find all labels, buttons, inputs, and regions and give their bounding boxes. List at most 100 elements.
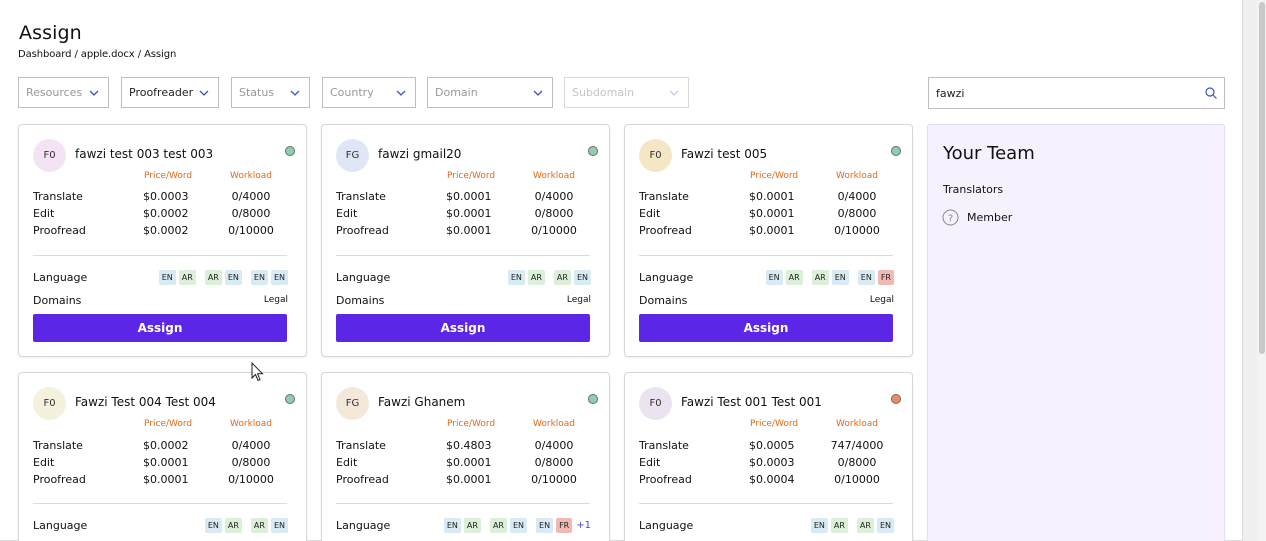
proofread-price: $0.0004 [749,473,795,486]
row-label-translate: Translate [639,439,689,452]
translate-price: $0.0005 [749,439,795,452]
edit-price: $0.0003 [749,456,795,469]
filter-label: Subdomain [572,86,635,99]
resource-name: Fawzi Ghanem [378,395,466,409]
row-label-translate: Translate [33,190,83,203]
breadcrumb-separator: / [71,49,81,60]
edit-price: $0.0001 [446,207,492,220]
language-pairs: EN AR AR EN [808,517,894,533]
language-label: Language [639,519,694,532]
avatar-initials: FG [345,398,360,409]
row-label-edit: Edit [639,207,661,220]
resources-filter[interactable]: Resources [18,77,109,108]
language-chip: EN [204,517,222,533]
assign-button[interactable]: Assign [33,314,287,342]
country-filter[interactable]: Country [322,77,416,108]
resource-name: Fawzi test 005 [681,147,768,161]
translate-price: $0.4803 [446,439,492,452]
divider [639,503,893,504]
translate-price: $0.0002 [143,439,189,452]
translate-price: $0.0001 [749,190,795,203]
edit-price: $0.0001 [446,456,492,469]
search-value: fawzi [936,86,965,100]
row-label-edit: Edit [33,207,55,220]
avatar: FG [336,139,369,172]
language-chip: AR [811,269,829,285]
workload-header: Workload [836,419,879,429]
language-chip: EN [509,517,528,533]
translate-price: $0.0001 [446,190,492,203]
proofread-workload: 0/10000 [834,473,880,486]
resource-name: fawzi gmail20 [378,147,462,161]
more-languages-link[interactable]: +1 [576,519,591,531]
language-pairs: EN AR AR EN EN FR [763,269,894,285]
edit-workload: 0/8000 [231,207,271,220]
proofread-workload: 0/10000 [531,224,577,237]
avatar-initials: F0 [649,150,662,161]
avatar-initials: F0 [43,150,56,161]
language-chip: EN [876,517,894,533]
mouse-cursor-icon [251,362,264,382]
breadcrumb-document[interactable]: apple.docx [80,49,135,60]
translate-workload: 747/4000 [830,439,884,452]
status-indicator [588,394,598,404]
row-label-proofread: Proofread [336,473,389,486]
search-input[interactable]: fawzi [928,77,1225,109]
page-title: Assign [19,22,82,44]
language-chip: EN [810,517,828,533]
resource-name: fawzi test 003 test 003 [75,147,214,161]
language-label: Language [639,271,694,284]
language-chip: EN [270,269,288,285]
chevron-down-icon [669,90,679,96]
team-member-item[interactable]: ? Member [942,209,1012,226]
divider [33,503,287,504]
language-pairs: EN AR AR EN EN EN [156,269,288,285]
row-label-proofread: Proofread [639,473,692,486]
domains-label: Domains [639,294,688,307]
proofread-workload: 0/10000 [834,224,880,237]
breadcrumb-dashboard[interactable]: Dashboard [18,49,72,60]
price-per-word-header: Price/Word [750,171,799,181]
edit-price: $0.0002 [143,207,189,220]
language-chip: EN [857,269,875,285]
team-section-translators: Translators [943,183,1004,196]
language-chip: AR [489,517,507,533]
language-chip: EN [765,269,783,285]
avatar-initials: F0 [43,398,56,409]
resource-name: Fawzi Test 004 Test 004 [75,395,216,409]
search-icon[interactable] [1204,86,1218,100]
filter-label: Resources [26,86,83,99]
scrollbar-thumb[interactable] [1259,2,1265,354]
translate-workload: 0/4000 [231,439,271,452]
row-label-translate: Translate [639,190,689,203]
language-chip: AR [204,269,222,285]
language-chip: AR [785,269,803,285]
assign-button[interactable]: Assign [336,314,590,342]
domain-value: Legal [869,295,894,305]
edit-workload: 0/8000 [534,456,574,469]
domain-filter[interactable]: Domain [427,77,553,108]
status-filter[interactable]: Status [231,77,310,108]
workload-header: Workload [533,171,576,181]
team-member-label: Member [967,211,1013,224]
language-chip: EN [158,269,176,285]
filter-label: Status [239,86,275,99]
assign-button[interactable]: Assign [639,314,893,342]
edit-price: $0.0001 [749,207,795,220]
domain-value: Legal [263,295,288,305]
translate-price: $0.0003 [143,190,189,203]
proofreader-filter[interactable]: Proofreader [121,77,219,108]
language-chip: AR [224,517,242,533]
divider [336,255,590,256]
chevron-down-icon [89,90,99,96]
resource-card: F0 Fawzi Test 004 Test 004 Price/Word Workl… [18,372,307,541]
proofread-price: $0.0001 [143,473,189,486]
language-chip: FR [877,269,894,285]
status-indicator [285,394,295,404]
proofread-workload: 0/10000 [228,224,274,237]
filter-label: Country [330,86,374,99]
language-chip: AR [553,269,571,285]
chevron-down-icon [290,90,300,96]
resource-card: FG fawzi gmail20 Price/Word Workload Transla… [321,124,610,357]
